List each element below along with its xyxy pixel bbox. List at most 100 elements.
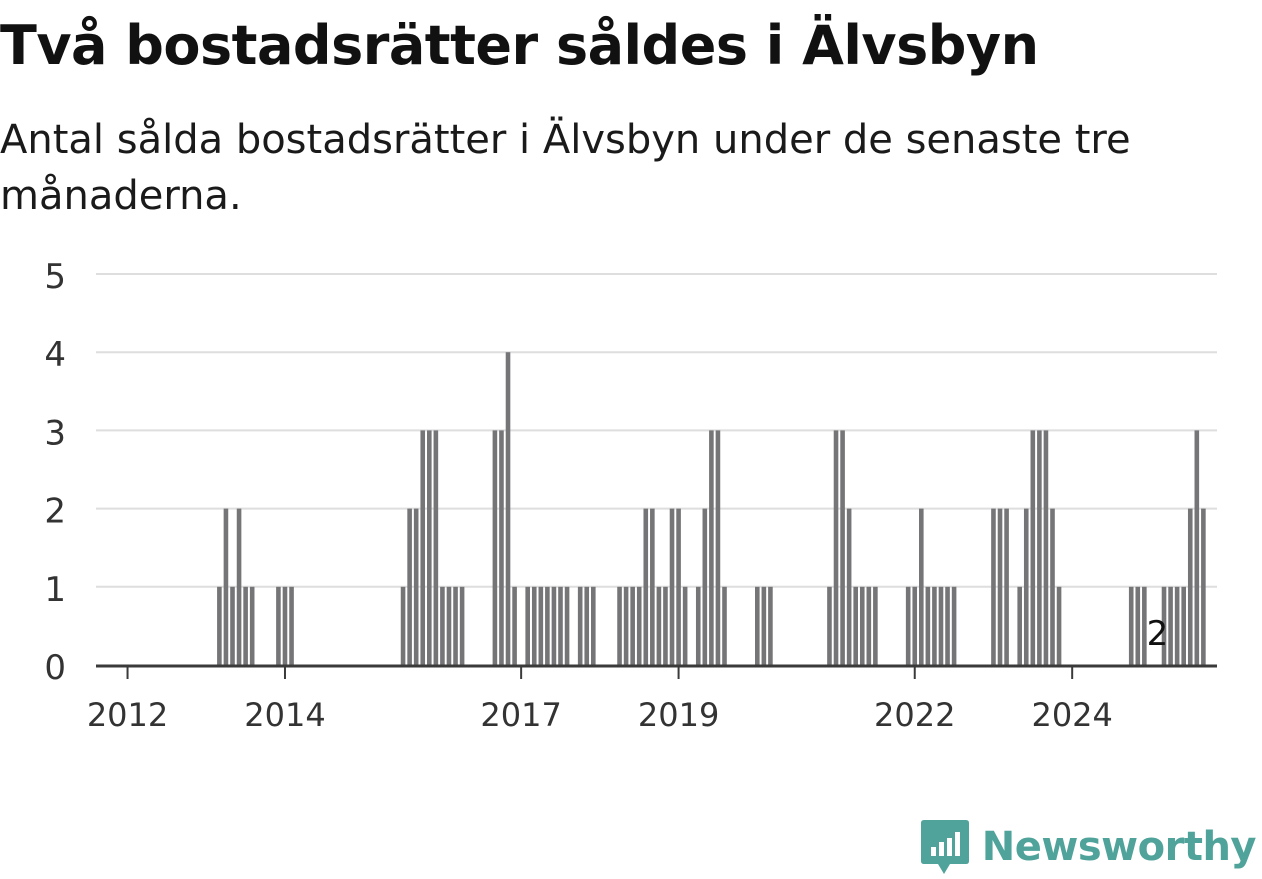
bar — [446, 586, 452, 665]
bar — [859, 586, 865, 665]
bar — [669, 508, 675, 665]
bar — [282, 586, 288, 665]
bar — [991, 508, 996, 665]
bar — [1023, 508, 1029, 665]
y-tick-label: 0 — [44, 648, 66, 688]
bar — [584, 586, 590, 665]
bar — [1128, 586, 1134, 665]
bar — [551, 586, 557, 665]
bar — [695, 586, 701, 665]
bar — [833, 430, 839, 665]
bar-chart: 0 1 2 3 4 5 2 2012 2014 2017 2019 2022 2024 — [44, 257, 1217, 734]
bar — [722, 586, 727, 665]
y-tick-label: 3 — [44, 413, 66, 453]
chart-speech-bubble-icon — [920, 820, 969, 874]
bar — [951, 586, 957, 665]
bar — [591, 586, 596, 665]
bar — [1030, 430, 1036, 665]
bar — [1174, 586, 1180, 665]
bar — [1056, 586, 1062, 665]
bar — [492, 430, 498, 665]
x-tick-label: 2019 — [638, 696, 719, 734]
bar — [1004, 508, 1009, 665]
bar — [1135, 586, 1141, 665]
bar — [577, 586, 583, 665]
bar — [289, 586, 294, 665]
bar — [1181, 586, 1186, 665]
bar — [453, 586, 458, 665]
chart-subtitle: Antal sålda bostadsrätter i Älvsbyn unde… — [0, 117, 1131, 219]
bar — [663, 586, 668, 665]
bar — [505, 352, 511, 665]
x-tick-label: 2012 — [87, 696, 168, 734]
bar — [1168, 586, 1173, 665]
bar — [545, 586, 550, 665]
bar — [236, 508, 242, 665]
bar — [919, 508, 924, 665]
bar — [938, 586, 944, 665]
bar — [427, 430, 432, 665]
bar — [682, 586, 688, 665]
bars — [217, 352, 1206, 665]
bar — [1142, 586, 1147, 665]
bar — [512, 586, 517, 665]
chart-title: Två bostadsrätter såldes i Älvsbyn — [0, 14, 1039, 77]
bar — [459, 586, 465, 665]
bar — [715, 430, 721, 665]
bar — [525, 586, 530, 665]
bar — [1187, 508, 1193, 665]
x-tick-label: 2017 — [480, 696, 561, 734]
y-tick-label: 1 — [44, 570, 66, 610]
bar — [217, 586, 222, 665]
bar — [932, 586, 937, 665]
bar — [623, 586, 629, 665]
bar — [531, 586, 537, 665]
bar — [407, 508, 412, 665]
bar — [702, 508, 708, 665]
bar — [827, 586, 832, 665]
bar — [643, 508, 649, 665]
bar — [230, 586, 235, 665]
bar — [709, 430, 714, 665]
bar — [564, 586, 570, 665]
bar — [440, 586, 445, 665]
bar — [997, 508, 1003, 665]
bar — [223, 508, 229, 665]
bar — [676, 508, 681, 665]
x-tick-label: 2022 — [874, 696, 955, 734]
bar — [866, 586, 872, 665]
bar — [768, 586, 773, 665]
bar — [945, 586, 950, 665]
brand: Newsworthy — [920, 818, 1257, 876]
bar — [413, 508, 419, 665]
highlight-value-label: 2 — [1147, 614, 1169, 654]
bar — [873, 586, 878, 665]
bar — [420, 430, 426, 665]
y-tick-label: 4 — [44, 335, 66, 375]
bar — [249, 586, 255, 665]
bar — [433, 430, 439, 665]
y-tick-label: 5 — [44, 257, 66, 297]
bar — [400, 586, 406, 665]
bar — [1043, 430, 1049, 665]
bar — [656, 586, 662, 665]
x-tick-label: 2024 — [1031, 696, 1112, 734]
brand-name: Newsworthy — [981, 824, 1257, 870]
bar — [1037, 430, 1042, 665]
axes: 0 1 2 3 4 5 2 2012 2014 2017 2019 2022 2024 — [44, 257, 1217, 734]
gridlines — [96, 273, 1217, 588]
x-tick-label: 2014 — [244, 696, 325, 734]
bar — [853, 586, 858, 665]
bar — [538, 586, 544, 665]
bar — [1017, 586, 1022, 665]
y-tick-label: 2 — [44, 492, 66, 532]
bar — [558, 586, 563, 665]
bar — [905, 586, 911, 665]
bar — [243, 586, 248, 665]
bar — [1201, 508, 1206, 665]
bar — [1050, 508, 1055, 665]
bar — [755, 586, 760, 665]
bar — [499, 430, 504, 665]
bar — [761, 586, 767, 665]
bar — [617, 586, 622, 665]
